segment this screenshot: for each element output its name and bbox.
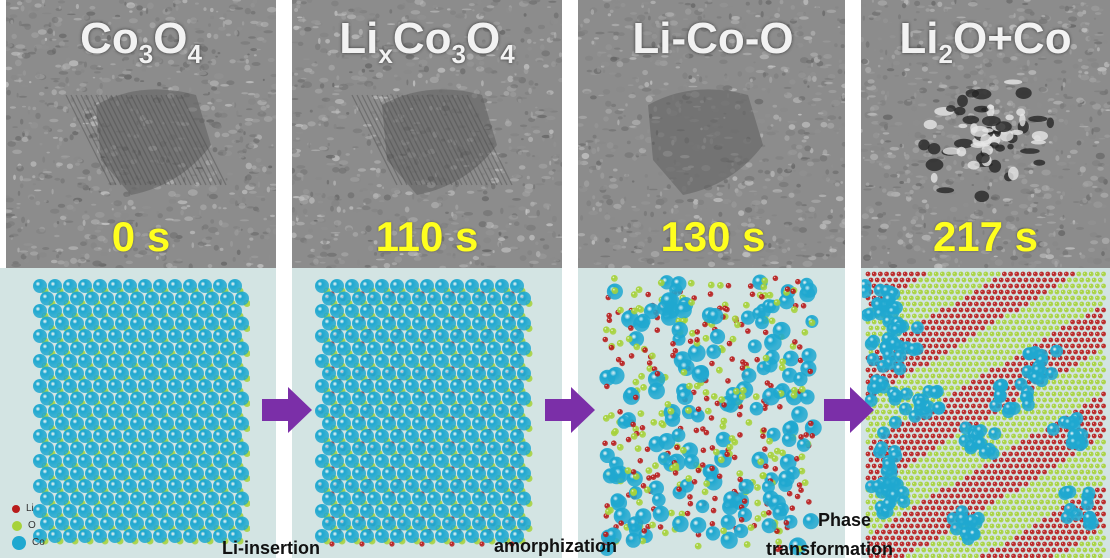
co-atom-icon	[12, 536, 26, 550]
panel-time-110: 110 s	[292, 214, 562, 260]
panel-title-lixco3o4: LixCo3O4	[292, 14, 562, 64]
lattice-li-co-o	[596, 270, 822, 558]
caption-phase: Phase	[818, 510, 871, 531]
arrow-right-icon	[262, 387, 312, 433]
tem-panel-co3o4: Co3O4 0 s	[6, 0, 276, 268]
panel-time-130: 130 s	[578, 214, 848, 260]
legend-item-o: O	[12, 517, 45, 534]
lattice-lixco3o4	[312, 276, 540, 558]
arrow-right-icon	[545, 387, 595, 433]
panel-divider	[562, 0, 578, 558]
tem-panel-li-co-o: Li-Co-O 130 s	[578, 0, 848, 268]
panel-title-co3o4: Co3O4	[6, 14, 276, 64]
panel-title-li-co-o: Li-Co-O	[578, 14, 848, 64]
panel-divider	[276, 0, 292, 558]
panel-divider	[845, 0, 861, 558]
lattice-li2o-co	[862, 268, 1110, 558]
caption-li-insertion: Li-insertion	[222, 538, 320, 559]
caption-transformation: transformation	[766, 539, 893, 560]
tem-panel-lixco3o4: LixCo3O4 110 s	[292, 0, 562, 268]
legend-item-co: Co	[12, 534, 45, 551]
caption-amorphization: amorphization	[494, 536, 617, 557]
lattice-co3o4	[30, 276, 250, 558]
arrow-right-icon	[824, 387, 874, 433]
panel-time-0: 0 s	[6, 214, 276, 260]
li-atom-icon	[12, 505, 20, 513]
atom-legend: Li O Co	[12, 500, 45, 551]
panel-time-217: 217 s	[861, 214, 1110, 260]
panel-title-li2o-co: Li2O+Co	[861, 14, 1110, 64]
tem-panel-li2o-co: Li2O+Co 217 s	[861, 0, 1110, 268]
legend-item-li: Li	[12, 500, 45, 517]
o-atom-icon	[12, 521, 22, 531]
